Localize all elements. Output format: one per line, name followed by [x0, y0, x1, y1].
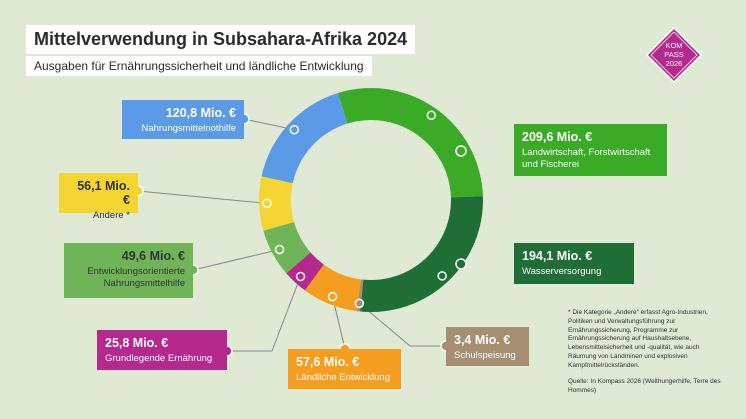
logo-line1: KOM [665, 41, 682, 50]
footnote: * Die Kategorie „Andere“ erfasst Agro-In… [568, 309, 708, 369]
logo-line2: PASS [664, 50, 683, 59]
slice-name: Ländliche Entwicklung [296, 372, 391, 383]
label-entwicklungsorientierte-nahrungsmittelhilfe: 49,6 Mio. € Entwicklungsorientierte Nahr… [64, 243, 193, 298]
leader-dot-andere [262, 198, 272, 209]
slice-value: 3,4 Mio. € [454, 333, 511, 347]
leader-dot-wasserversorgung [455, 258, 467, 270]
donut-slices [259, 88, 483, 312]
slice-grundlegende-ernaehrung [286, 252, 324, 291]
label-wasserversorgung: 194,1 Mio. € Wasserversorgung [514, 243, 634, 284]
label-laendliche-entwicklung: 57,6 Mio. € Ländliche Entwicklung [288, 349, 401, 389]
logo-line3: 2026 [666, 59, 683, 68]
leader-line-andere [137, 190, 268, 204]
label-landwirtschaft: 209,6 Mio. € Landwirtschaft, Forstwirtsc… [514, 124, 667, 176]
chart-title: Mittelverwendung in Subsahara-Afrika 202… [26, 25, 416, 54]
leader-line-entwicklungsorientierte-nahrungsmittelhilfe [192, 249, 280, 271]
leader-line-grundlegende-ernaehrung [227, 276, 301, 352]
source-note: Quelle: In Kompass 2026 (Welthungerhilfe… [568, 378, 721, 394]
slice-name: Andere * [93, 210, 130, 221]
label-andere: 56,1 Mio. € Andere * [59, 173, 138, 221]
leader-dot-laendliche-entwicklung [327, 291, 338, 302]
label-nahrungsmittelnothilfe: 120,8 Mio. € Nahrungsmittelnothilfe [122, 100, 244, 139]
leader-dot-entwicklungsorientierte-nahrungsmittelhilfe [274, 244, 285, 255]
slice-name: Entwicklungsorientierte Nahrungsmittelhi… [87, 266, 185, 290]
leader-dot-nahrungsmittelnothilfe [289, 124, 300, 135]
slice-value: 194,1 Mio. € [522, 249, 593, 263]
label-schulspeisung: 3,4 Mio. € Schulspeisung [446, 327, 529, 366]
slice-name: Wasserversorgung [522, 266, 602, 277]
slice-entwicklungsorientierte-nahrungsmittelhilfe [263, 222, 311, 274]
slice-laendliche-entwicklung [304, 264, 361, 312]
slice-name: Schulspeisung [454, 350, 516, 361]
chart-subtitle: Ausgaben für Ernährungssicherheit und lä… [26, 56, 372, 76]
kompass-logo: KOM PASS 2026 [646, 27, 702, 83]
leader-dot-schulspeisung [354, 298, 365, 309]
slice-landwirtschaft [337, 88, 483, 198]
slice-value: 120,8 Mio. € [165, 106, 236, 120]
slice-value: 57,6 Mio. € [296, 355, 360, 369]
leader-line-schulspeisung [359, 302, 446, 347]
slice-andere [259, 176, 295, 231]
slice-name: Nahrungsmittelnothilfe [141, 123, 236, 134]
slice-value: 49,6 Mio. € [121, 249, 185, 263]
label-grundlegende-ernaehrung: 25,8 Mio. € Grundlegende Ernährung [97, 330, 227, 370]
leader-dot-wasserversorgung [437, 271, 447, 281]
slice-name: Landwirtschaft, Forstwirtschaft und Fisc… [522, 147, 651, 171]
leader-dot-landwirtschaft [455, 145, 467, 157]
slice-value: 25,8 Mio. € [105, 336, 169, 350]
leader-dot-grundlegende-ernaehrung [295, 271, 306, 282]
slice-value: 56,1 Mio. € [77, 179, 130, 207]
leader-dot-landwirtschaft [426, 110, 437, 121]
slice-name: Grundlegende Ernährung [105, 353, 213, 364]
slice-wasserversorgung [360, 196, 483, 312]
slice-nahrungsmittelnothilfe [261, 92, 348, 184]
slice-value: 209,6 Mio. € [522, 130, 593, 144]
